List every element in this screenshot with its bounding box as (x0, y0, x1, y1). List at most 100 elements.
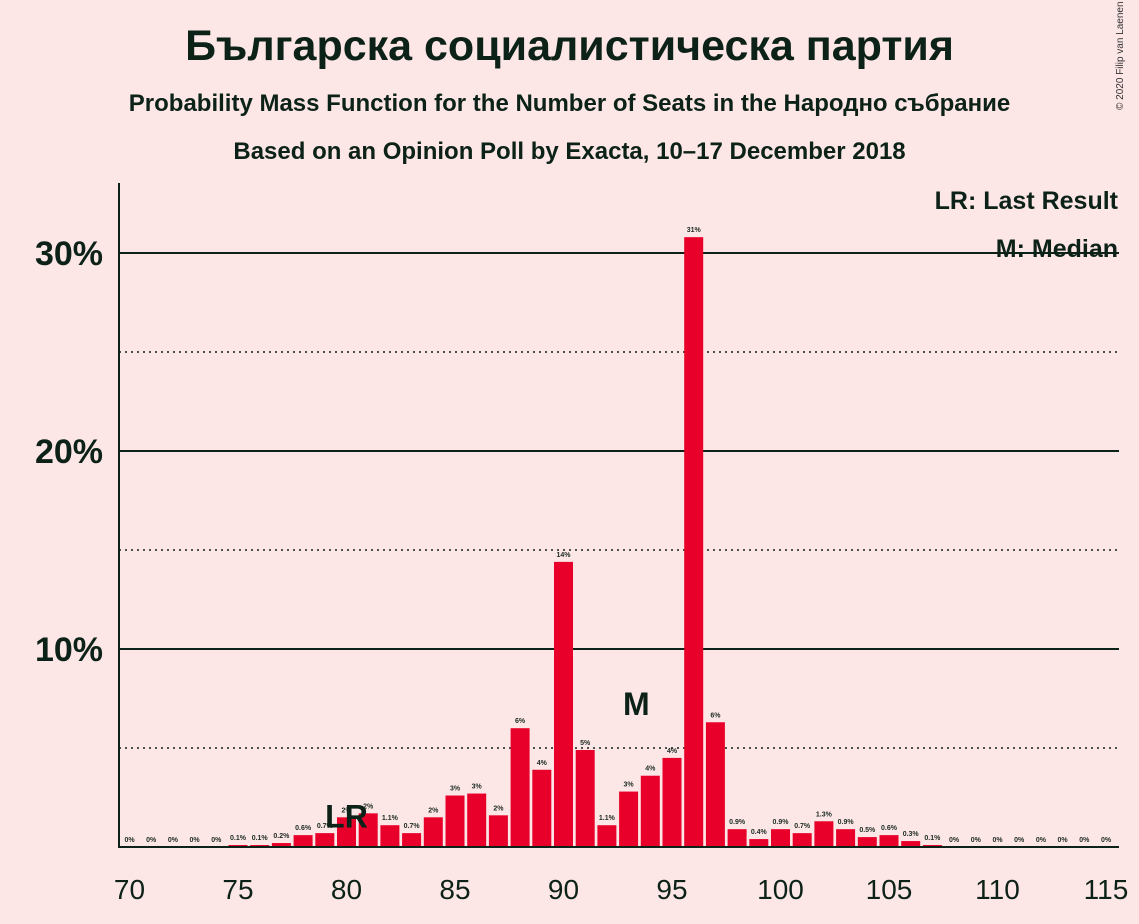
bar-value-label: 0% (1079, 837, 1090, 844)
gridlines (119, 252, 1119, 749)
legend-last-result: LR: Last Result (935, 187, 1119, 215)
bar-value-label: 0.7% (404, 823, 421, 830)
bar (879, 835, 899, 847)
bar (488, 815, 508, 847)
axes (118, 183, 1119, 848)
bar (836, 829, 856, 847)
bar (315, 833, 335, 847)
bar-value-label: 4% (537, 760, 548, 767)
bar-value-label: 1.1% (382, 815, 399, 822)
bar-value-label: 3% (624, 782, 635, 789)
bar (640, 775, 660, 847)
chart-subtitle: Probability Mass Function for the Number… (128, 90, 1011, 117)
bar-value-label: 0.9% (838, 819, 855, 826)
bars (228, 237, 942, 847)
annotations: LR M LR: Last Result M: Median (325, 187, 1118, 834)
bar (271, 843, 291, 847)
bar-value-label: 0% (124, 837, 135, 844)
bar-value-label: 0.9% (729, 819, 746, 826)
bar (814, 821, 834, 847)
bar-value-label: 0.7% (794, 823, 811, 830)
bar-value-label: 31% (687, 227, 702, 234)
bar-value-label: 1.3% (816, 811, 833, 818)
legend-median: M: Median (996, 235, 1118, 263)
bar (358, 813, 378, 847)
bar-value-label: 6% (515, 718, 526, 725)
bar-value-label: 0.4% (751, 829, 768, 836)
bar (402, 833, 422, 847)
x-tick-label: 90 (548, 874, 579, 905)
bar (857, 837, 877, 847)
bar-value-label: 0% (1101, 837, 1112, 844)
bar-value-label: 0.6% (881, 825, 898, 832)
bar-value-label: 0.2% (273, 833, 290, 840)
bar (337, 817, 356, 847)
tick-labels: 10% 20% 30% 70 75 80 85 90 95 100 105 110 115 (35, 235, 1128, 905)
bar-value-label: 0% (1014, 837, 1025, 844)
bar-value-label: 4% (645, 766, 656, 773)
bar-value-label: 0.5% (859, 827, 876, 834)
x-tick-label: 110 (975, 874, 1020, 905)
bar-value-label: 4% (667, 748, 678, 755)
y-tick-label: 20% (35, 433, 103, 471)
bar-value-label: 0% (949, 837, 960, 844)
bar-value-label: 0.1% (924, 835, 941, 842)
bar (293, 835, 313, 847)
bar-value-label: 0% (168, 837, 179, 844)
bar-value-label: 0% (971, 837, 982, 844)
bar (467, 793, 487, 847)
median-marker: M (623, 686, 650, 722)
bar (792, 833, 812, 847)
x-tick-label: 95 (656, 874, 687, 905)
chart-title: Българска социалистическа партия (185, 22, 954, 70)
bar (619, 791, 639, 847)
bar (510, 728, 530, 847)
chart-source-line: Based on an Opinion Poll by Exacta, 10–1… (233, 138, 906, 165)
bar (380, 825, 400, 847)
x-tick-label: 115 (1084, 874, 1129, 905)
bar (423, 817, 443, 847)
bar (901, 841, 921, 847)
x-tick-label: 75 (222, 874, 253, 905)
bar-value-label: 0% (146, 837, 157, 844)
bar (532, 769, 552, 847)
y-tick-label: 30% (35, 235, 103, 273)
bar-value-label: 0.6% (295, 825, 312, 832)
x-tick-label: 85 (439, 874, 470, 905)
bar (662, 757, 682, 847)
bar-value-label: 3% (450, 786, 461, 793)
bar (445, 795, 465, 847)
y-tick-label: 10% (35, 631, 103, 669)
bar-value-label: 0% (992, 837, 1003, 844)
bar-value-label: 6% (710, 712, 721, 719)
bar-value-label: 0% (1036, 837, 1047, 844)
bar-value-label: 0.9% (773, 819, 790, 826)
bar (771, 829, 790, 847)
bar (554, 561, 573, 847)
bar-value-label: 0% (1058, 837, 1069, 844)
bar-value-label: 2% (428, 807, 439, 814)
bar (705, 722, 725, 847)
x-tick-label: 105 (866, 874, 913, 905)
bar (575, 749, 595, 847)
bar (684, 237, 704, 847)
bar-value-label: 2% (341, 807, 352, 814)
bar (727, 829, 747, 847)
bar-value-label: 0.1% (252, 835, 269, 842)
last-result-marker: LR (325, 798, 368, 834)
x-tick-label: 80 (331, 874, 362, 905)
bar-labels: 0% 0% 0% 0% 0% 0.1% 0.1% 0.2% 0.6% 0.7% 2% 2% 1.1% 0.… (124, 227, 1111, 844)
bar-value-label: 14% (556, 552, 571, 559)
x-tick-label: 100 (757, 874, 804, 905)
bar-value-label: 2% (493, 805, 504, 812)
bar-value-label: 0.3% (903, 831, 920, 838)
bar-value-label: 2% (363, 803, 374, 810)
bar-value-label: 3% (472, 784, 483, 791)
bar-value-label: 0.1% (230, 835, 247, 842)
bar-value-label: 0% (190, 837, 201, 844)
bar-value-label: 1.1% (599, 815, 616, 822)
bar-value-label: 5% (580, 740, 591, 747)
bar-value-label: 0.7% (317, 823, 334, 830)
x-tick-label: 70 (114, 874, 145, 905)
